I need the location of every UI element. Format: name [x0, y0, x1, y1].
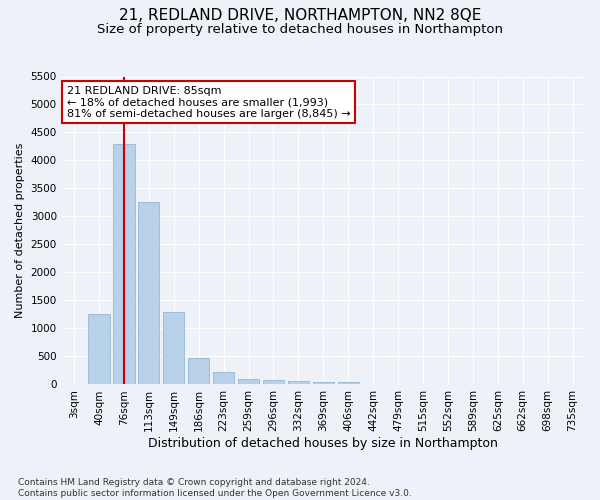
X-axis label: Distribution of detached houses by size in Northampton: Distribution of detached houses by size …: [148, 437, 498, 450]
Y-axis label: Number of detached properties: Number of detached properties: [15, 143, 25, 318]
Bar: [238, 379, 259, 384]
Text: 21 REDLAND DRIVE: 85sqm
← 18% of detached houses are smaller (1,993)
81% of semi: 21 REDLAND DRIVE: 85sqm ← 18% of detache…: [67, 86, 350, 119]
Bar: [313, 382, 334, 384]
Bar: [263, 380, 284, 384]
Bar: [88, 314, 110, 384]
Text: Size of property relative to detached houses in Northampton: Size of property relative to detached ho…: [97, 22, 503, 36]
Text: Contains HM Land Registry data © Crown copyright and database right 2024.
Contai: Contains HM Land Registry data © Crown c…: [18, 478, 412, 498]
Bar: [213, 372, 234, 384]
Bar: [188, 358, 209, 384]
Bar: [113, 144, 134, 384]
Bar: [138, 202, 160, 384]
Bar: [288, 381, 309, 384]
Bar: [338, 382, 359, 384]
Text: 21, REDLAND DRIVE, NORTHAMPTON, NN2 8QE: 21, REDLAND DRIVE, NORTHAMPTON, NN2 8QE: [119, 8, 481, 22]
Bar: [163, 312, 184, 384]
